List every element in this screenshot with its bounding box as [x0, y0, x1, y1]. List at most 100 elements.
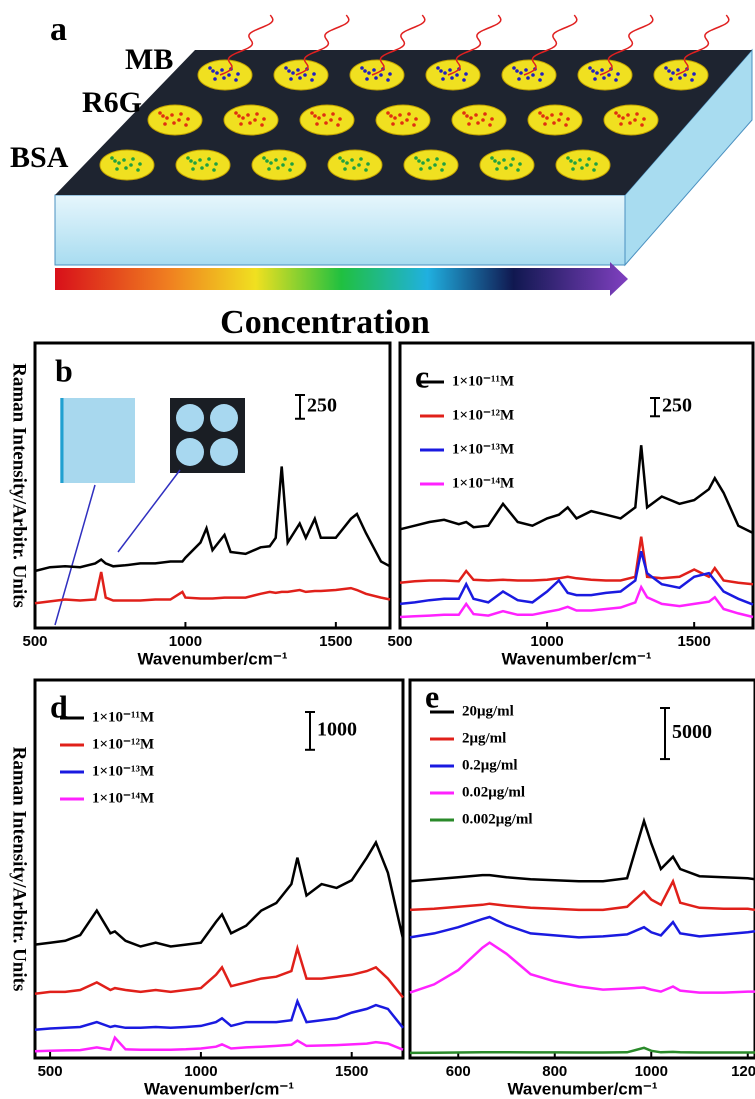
plot-frame: [408, 678, 755, 1060]
spectrum: [409, 878, 755, 912]
molecule: [129, 163, 133, 167]
molecule: [439, 69, 443, 73]
molecule: [690, 78, 694, 82]
molecule: [208, 66, 212, 70]
laser-wave: [447, 14, 502, 76]
molecule: [421, 161, 425, 165]
molecule: [417, 159, 421, 163]
molecule: [512, 66, 516, 70]
molecule: [124, 166, 128, 170]
molecule: [633, 118, 637, 122]
laser-wave: [295, 14, 350, 76]
laser-wave: [371, 14, 426, 76]
molecule: [274, 158, 278, 162]
molecule: [588, 66, 592, 70]
spot: [299, 104, 355, 136]
molecule: [592, 168, 596, 172]
molecule: [428, 166, 432, 170]
molecule: [490, 156, 494, 160]
molecule: [545, 116, 549, 120]
legend-label: 1×10⁻¹³M: [452, 441, 514, 457]
x-tick-label: 1000: [169, 633, 202, 650]
spot: [223, 104, 279, 136]
molecule: [386, 111, 390, 115]
molecule: [310, 78, 314, 82]
molecule: [448, 68, 452, 72]
molecule: [495, 167, 499, 171]
molecule: [481, 118, 485, 122]
molecule: [260, 123, 264, 127]
molecule: [276, 166, 280, 170]
molecule: [642, 117, 646, 121]
molecule: [234, 78, 238, 82]
laser-wave: [675, 14, 730, 76]
molecule: [366, 162, 370, 166]
spectrum: [399, 445, 754, 535]
plot-frame: [398, 341, 755, 630]
molecule: [315, 122, 319, 126]
x-tick-label: 1500: [319, 633, 352, 650]
molecule: [405, 118, 409, 122]
molecule: [541, 114, 545, 118]
x-axis-label: Wavenumber/cm⁻¹: [137, 649, 287, 668]
molecule: [253, 118, 257, 122]
spot: [425, 59, 481, 91]
molecule: [602, 76, 606, 80]
molecule: [331, 112, 335, 116]
molecule: [414, 156, 418, 160]
x-tick-label: 1200: [731, 1063, 755, 1080]
legend-label: 1×10⁻¹⁴M: [452, 475, 514, 491]
spot: [479, 149, 535, 181]
molecule: [200, 166, 204, 170]
molecule: [262, 117, 266, 121]
molecule: [578, 158, 582, 162]
molecule: [571, 167, 575, 171]
molecule: [393, 116, 397, 120]
legend-label: 1×10⁻¹²M: [92, 736, 154, 752]
molecule: [400, 121, 404, 125]
legend-label: 2μg/ml: [462, 730, 506, 746]
molecule: [519, 71, 523, 75]
molecule: [313, 114, 317, 118]
molecule: [476, 121, 480, 125]
spot: [197, 59, 253, 91]
spectrum: [409, 816, 755, 883]
legend-label: 1×10⁻¹²M: [452, 407, 514, 423]
spectrum: [399, 536, 754, 586]
molecule: [357, 163, 361, 167]
molecule: [573, 161, 577, 165]
legend-label: 1×10⁻¹¹M: [92, 709, 154, 725]
molecule: [115, 167, 119, 171]
molecule: [291, 71, 295, 75]
substrate: [54, 48, 753, 267]
molecule: [345, 161, 349, 165]
x-axis-label: Wavenumber/cm⁻¹: [144, 1079, 294, 1098]
molecule: [341, 159, 345, 163]
molecule: [248, 121, 252, 125]
inset-dot: [210, 438, 238, 466]
molecule: [692, 72, 696, 76]
inset-dot: [210, 404, 238, 432]
molecule: [538, 78, 542, 82]
molecule: [338, 156, 342, 160]
legend-label: 20μg/ml: [462, 703, 514, 719]
molecule: [191, 167, 195, 171]
molecule: [388, 72, 392, 76]
molecule: [338, 117, 342, 121]
scale-label: 1000: [317, 718, 357, 740]
molecule: [165, 116, 169, 120]
molecule: [324, 121, 328, 125]
spots: [99, 14, 730, 181]
molecule: [113, 159, 117, 163]
molecule: [412, 123, 416, 127]
row-label: BSA: [10, 141, 69, 174]
molecule: [490, 117, 494, 121]
molecule: [594, 162, 598, 166]
molecule: [163, 122, 167, 126]
molecule: [296, 68, 300, 72]
spectrum: [409, 941, 755, 994]
molecule: [236, 72, 240, 76]
molecule: [246, 113, 250, 117]
spectrum: [34, 839, 405, 948]
